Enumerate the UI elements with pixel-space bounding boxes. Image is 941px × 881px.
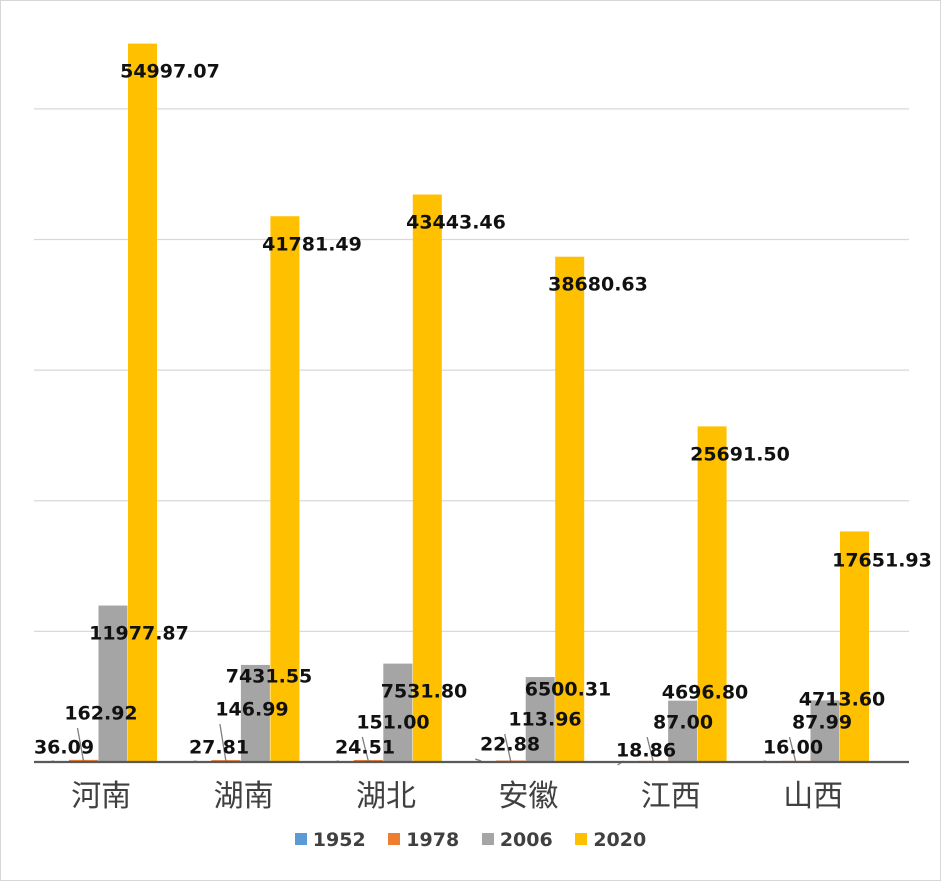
bar-2006-河南 [98, 605, 128, 762]
data-label-2006-河南: 11977.87 [89, 623, 189, 645]
bar-2006-山西 [810, 700, 840, 762]
bar-2006-江西 [668, 700, 698, 762]
data-label-2006-山西: 4713.60 [799, 689, 886, 711]
legend-swatch-2020 [575, 833, 588, 845]
category-label-江西: 江西 [641, 779, 701, 814]
category-label-河南: 河南 [71, 779, 131, 814]
leader-line-1978-河南 [76, 727, 85, 762]
leader-line-1978-湖南 [219, 723, 227, 762]
data-label-2006-湖北: 7531.80 [381, 681, 468, 703]
data-label-2006-江西: 4696.80 [662, 682, 749, 704]
data-label-2006-湖南: 7431.55 [226, 666, 313, 688]
bar-2020-山西 [840, 531, 869, 762]
data-label-1952-湖北: 24.51 [335, 737, 395, 759]
bar-2006-湖北 [383, 663, 413, 762]
category-labels: 河南 湖南 湖北 安徽 江西 山西 [71, 779, 843, 814]
data-label-2020-湖南: 41781.49 [262, 234, 362, 256]
legend-label-2006: 2006 [499, 829, 553, 851]
data-label-1952-山西: 16.00 [763, 737, 823, 759]
legend: 1952 1978 2006 2020 [0, 829, 941, 851]
legend-swatch-1952 [294, 833, 307, 845]
category-label-湖南: 湖南 [214, 779, 274, 814]
data-label-1978-山西: 87.99 [792, 712, 852, 734]
legend-swatch-1978 [388, 833, 401, 845]
category-label-湖北: 湖北 [356, 779, 416, 814]
data-label-1978-江西: 87.00 [653, 712, 713, 734]
data-label-1952-江西: 18.86 [616, 740, 676, 762]
legend-swatch-2006 [481, 833, 494, 845]
leader-line-1978-安徽 [504, 733, 512, 762]
legend-item-2020: 2020 [575, 829, 646, 851]
data-label-2020-湖北: 43443.46 [406, 212, 506, 234]
leader-line-1952-安徽 [474, 758, 482, 762]
bar-2020-湖南 [270, 216, 300, 762]
leader-line-1978-江西 [646, 736, 654, 762]
legend-item-1952: 1952 [294, 829, 366, 851]
bar-2020-安徽 [555, 256, 585, 762]
legend-item-1978: 1978 [388, 829, 459, 851]
leader-line-1978-山西 [788, 736, 797, 762]
legend-label-2020: 2020 [593, 829, 647, 851]
data-label-2020-河南: 54997.07 [120, 61, 220, 83]
data-label-2020-安徽: 38680.63 [548, 274, 648, 296]
data-label-1978-安徽: 113.96 [508, 709, 581, 731]
data-label-1978-湖南: 146.99 [215, 699, 288, 721]
gridlines [34, 108, 909, 633]
bar-2020-江西 [697, 426, 727, 762]
category-label-山西: 山西 [783, 779, 843, 814]
data-label-1952-河南: 36.09 [34, 737, 94, 759]
data-label-1952-安徽: 22.88 [480, 734, 540, 756]
legend-item-2006: 2006 [481, 829, 553, 851]
data-label-2006-安徽: 6500.31 [525, 679, 612, 701]
bar-2020-河南 [128, 43, 157, 763]
bar-2020-湖北 [412, 194, 442, 763]
legend-label-1978: 1978 [406, 829, 460, 851]
data-label-1978-湖北: 151.00 [356, 712, 429, 734]
bar-2006-湖南 [240, 664, 270, 762]
category-label-安徽: 安徽 [498, 779, 558, 814]
data-label-1952-湖南: 27.81 [189, 737, 249, 759]
data-labels: 36.09 27.81 24.51 22.88 18.86 16.00 162.92 146.… [34, 61, 932, 762]
bar-2006-安徽 [525, 677, 555, 762]
data-label-1978-河南: 162.92 [64, 703, 137, 725]
bars [39, 43, 869, 763]
data-label-2020-山西: 17651.93 [832, 550, 932, 572]
legend-label-1952: 1952 [312, 829, 366, 851]
data-label-2020-江西: 25691.50 [690, 444, 790, 466]
leader-line-1978-湖北 [361, 736, 369, 762]
